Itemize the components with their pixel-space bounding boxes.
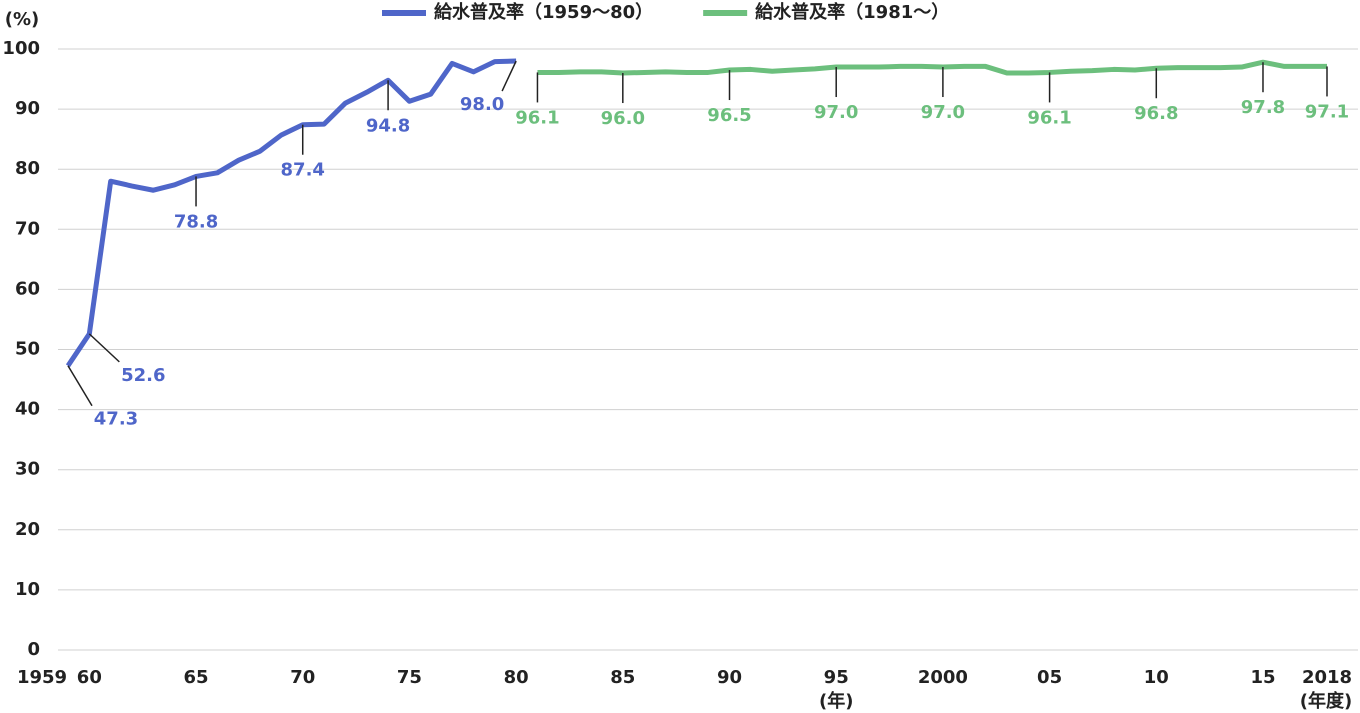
- x-tick-label: 80: [504, 667, 529, 688]
- x-tick-label: 75: [397, 667, 422, 688]
- x-tick-label: 10: [1144, 667, 1169, 688]
- label-leader: [67, 365, 93, 407]
- x-tick-label: 65: [184, 667, 209, 688]
- y-tick-label: 0: [27, 639, 40, 660]
- legend-label: 給水普及率（1959～80）: [434, 1, 653, 23]
- y-tick-label: 10: [15, 579, 40, 600]
- data-label: 78.8: [174, 211, 218, 232]
- data-label: 52.6: [121, 365, 165, 386]
- x-tick-label: 85: [610, 667, 635, 688]
- x-tick-label: 90: [717, 667, 742, 688]
- x-tick-label: 2000: [918, 667, 968, 688]
- y-tick-label: 70: [15, 218, 40, 239]
- data-label: 96.5: [707, 105, 751, 126]
- legend-label: 給水普及率（1981～）: [755, 1, 949, 23]
- x-tick-label: 1959: [17, 667, 67, 688]
- y-tick-label: 90: [15, 98, 40, 119]
- data-line: [537, 59, 1327, 76]
- label-leader: [88, 333, 120, 363]
- y-tick-label: 40: [15, 399, 40, 420]
- data-label: 87.4: [281, 160, 325, 181]
- x-tick-label: 95: [824, 667, 849, 688]
- x-tick-label: 05: [1037, 667, 1062, 688]
- data-label: 97.1: [1305, 101, 1349, 122]
- y-axis-label: (%): [5, 9, 40, 30]
- x-tick-label: 60: [77, 667, 102, 688]
- data-label: 97.0: [921, 102, 965, 123]
- data-label: 96.1: [515, 107, 559, 128]
- data-line: [65, 58, 517, 368]
- data-label: 97.8: [1241, 97, 1285, 118]
- y-tick-label: 20: [15, 519, 40, 540]
- y-tick-label: 50: [15, 339, 40, 360]
- x-tick-label: 2018: [1302, 667, 1352, 688]
- label-leader: [501, 60, 517, 92]
- data-label: 94.8: [366, 115, 410, 136]
- y-tick-label: 80: [15, 158, 40, 179]
- data-label: 96.1: [1027, 107, 1071, 128]
- x-tick-label: 70: [290, 667, 315, 688]
- data-label: 96.0: [601, 108, 645, 129]
- data-label: 97.0: [814, 102, 858, 123]
- x-tick-label: 15: [1250, 667, 1275, 688]
- data-label: 47.3: [94, 409, 138, 430]
- annotation: (年): [819, 690, 853, 712]
- data-label: 98.0: [460, 94, 504, 115]
- x-axis-label: (年度): [1300, 690, 1352, 712]
- y-tick-label: 30: [15, 459, 40, 480]
- y-tick-label: 60: [15, 278, 40, 299]
- y-tick-label: 100: [2, 38, 40, 59]
- data-label: 96.8: [1134, 103, 1178, 124]
